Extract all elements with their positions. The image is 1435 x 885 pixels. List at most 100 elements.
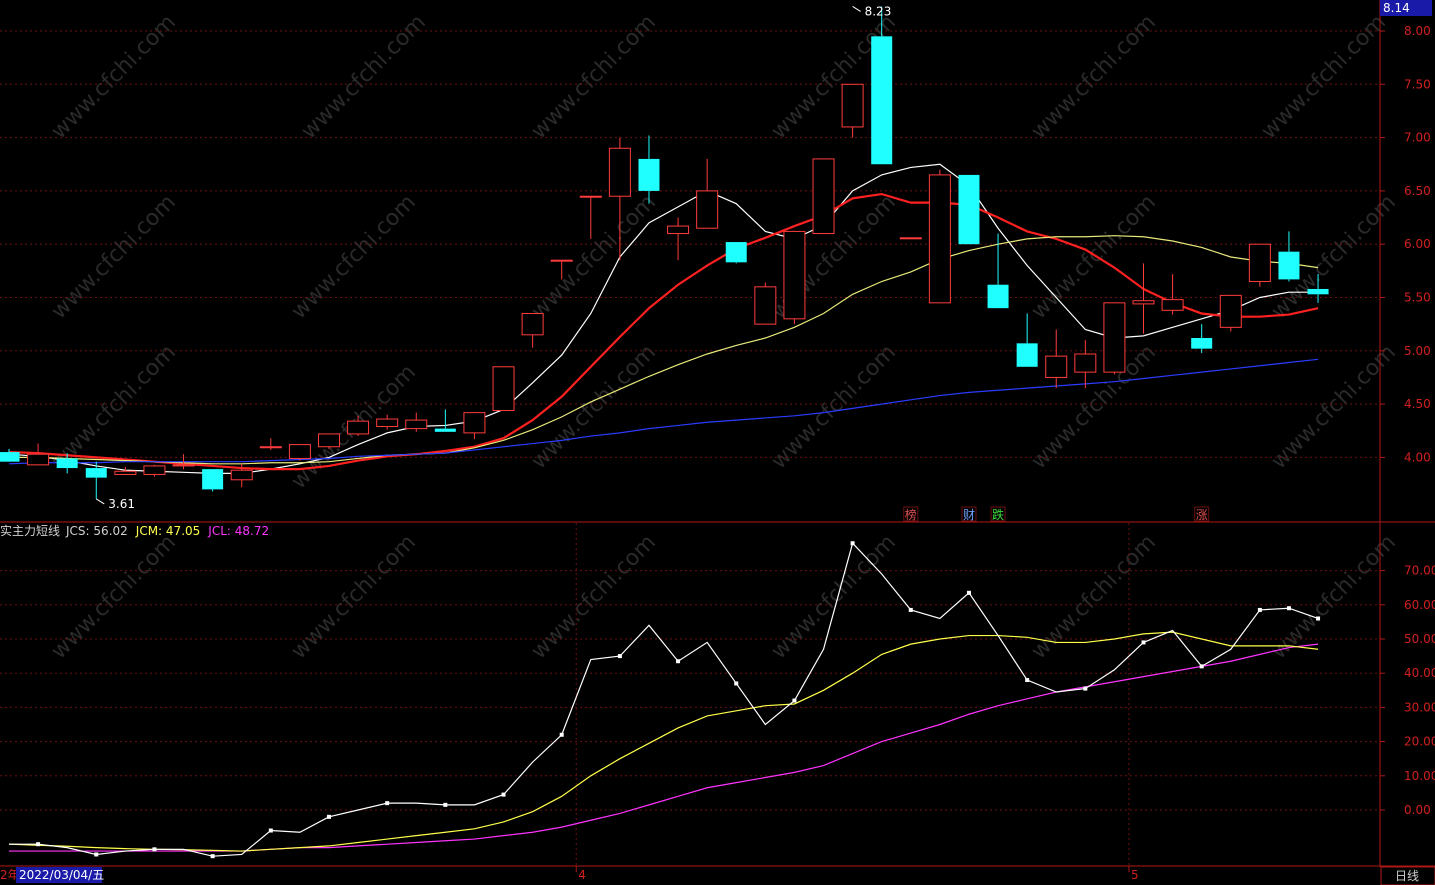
candle-body-down xyxy=(1307,288,1329,295)
indicator-lines xyxy=(8,541,1321,859)
indicator-point xyxy=(210,854,215,859)
indicator-point xyxy=(152,847,157,852)
indicator-axis-ticks: 70.00 60.00 50.00 40.00 30.00 20.00 10.00 0.00 xyxy=(1380,564,1435,817)
jcl-value: 48.72 xyxy=(235,524,269,538)
price-axis-label: 6.50 xyxy=(1404,184,1431,198)
indicator-title: 实主力短线 JCS: 56.02 JCM: 47.05 JCL: 48.72 xyxy=(0,523,269,538)
candle xyxy=(1191,324,1213,353)
jcs-value: 56.02 xyxy=(93,524,127,538)
candle-body-up xyxy=(1045,355,1068,378)
moving-average-line xyxy=(8,163,1319,474)
candle xyxy=(376,414,399,430)
indicator-point xyxy=(617,654,622,659)
indicator-point xyxy=(734,681,739,686)
price-axis-label: 5.50 xyxy=(1404,291,1431,305)
x-axis-left-stub: 2年 xyxy=(0,868,20,882)
candle xyxy=(405,412,428,432)
current-price-label: 8.14 xyxy=(1383,1,1410,15)
candle-body-down xyxy=(434,428,456,432)
period-button-label[interactable]: 日线 xyxy=(1395,869,1419,883)
indicator-point xyxy=(1199,664,1204,669)
candle-body-up xyxy=(928,174,951,304)
candle-body-up xyxy=(376,418,399,427)
extreme-price-annotation: 8.23 xyxy=(852,4,892,18)
candle xyxy=(696,158,719,229)
watermark-text: www.cfchi.com xyxy=(47,10,181,144)
moving-average-lines xyxy=(8,163,1319,474)
event-marker-box[interactable] xyxy=(1194,506,1210,522)
candle xyxy=(0,448,20,462)
candle xyxy=(1103,302,1126,375)
candle xyxy=(1307,274,1329,303)
candle-body-up xyxy=(521,312,544,336)
extreme-price-annotation: 3.61 xyxy=(96,497,135,511)
candle-body-down xyxy=(1278,251,1300,280)
candle xyxy=(638,135,660,204)
watermark-text: www.cfchi.com xyxy=(527,10,661,144)
watermark-text: www.cfchi.com xyxy=(527,190,661,324)
price-axis-label: 8.00 xyxy=(1404,24,1431,38)
candle-body-up xyxy=(783,230,806,320)
annotation-pointer xyxy=(852,6,861,12)
watermark-text: www.cfchi.com xyxy=(287,190,421,324)
candle-body-up xyxy=(405,419,428,430)
candle xyxy=(783,230,806,325)
event-marker[interactable]: 榜 xyxy=(903,506,919,522)
event-marker[interactable]: 涨 xyxy=(1194,506,1210,522)
indicator-point xyxy=(792,698,797,703)
watermark-text: www.cfchi.com xyxy=(47,190,181,324)
event-marker[interactable]: 跌 xyxy=(990,506,1006,522)
watermark-text: www.cfchi.com xyxy=(767,340,901,474)
current-price-tag: 8.14 xyxy=(1380,0,1432,16)
event-marker-box[interactable] xyxy=(903,506,919,522)
watermark-text: www.cfchi.com xyxy=(1257,10,1391,144)
candle xyxy=(1074,340,1097,389)
price-axis-label: 4.50 xyxy=(1404,397,1431,411)
candle xyxy=(1132,263,1155,334)
candle xyxy=(725,242,747,264)
event-marker-box[interactable] xyxy=(990,506,1006,522)
price-axis-label: 5.00 xyxy=(1404,344,1431,358)
indicator-point xyxy=(1025,678,1030,683)
event-markers[interactable]: 榜财跌涨 xyxy=(903,506,1210,522)
candle xyxy=(172,454,195,470)
moving-average-line xyxy=(8,192,1319,471)
candle xyxy=(1219,294,1242,332)
candle-body-down xyxy=(638,158,660,191)
candle-body-up xyxy=(317,433,340,448)
candle-body-up xyxy=(1248,243,1271,283)
event-marker-box[interactable] xyxy=(961,506,977,522)
indicator-point xyxy=(36,842,41,847)
indicator-axis-label: 40.00 xyxy=(1404,666,1435,680)
candle-body-up xyxy=(899,237,922,240)
candle-body-up xyxy=(463,412,486,434)
event-marker-label[interactable]: 榜 xyxy=(905,507,917,522)
watermark-text: www.cfchi.com xyxy=(1267,340,1401,474)
cursor-date-label: 2022/03/04/五 xyxy=(19,868,104,882)
candle xyxy=(871,6,893,165)
candle-body-down xyxy=(725,242,747,263)
candle xyxy=(463,412,486,440)
indicator-line xyxy=(8,631,1319,852)
indicator-axis-label: 60.00 xyxy=(1404,598,1435,612)
watermark-text: www.cfchi.com xyxy=(287,530,421,664)
event-marker-label[interactable]: 财 xyxy=(963,508,975,522)
annotation-label: 8.23 xyxy=(865,4,892,18)
watermark-text: www.cfchi.com xyxy=(1027,10,1161,144)
indicator-point xyxy=(1257,607,1262,612)
event-marker[interactable]: 财 xyxy=(961,506,977,522)
candle-body-down xyxy=(871,36,893,165)
candle xyxy=(841,83,864,138)
watermark-text: www.cfchi.com xyxy=(1027,530,1161,664)
candle-body-down xyxy=(202,469,224,490)
price-axis-label: 4.00 xyxy=(1404,450,1431,464)
event-marker-label[interactable]: 跌 xyxy=(992,507,1004,522)
event-marker-label[interactable]: 涨 xyxy=(1196,507,1208,522)
indicator-axis-label: 10.00 xyxy=(1404,769,1435,783)
candle-body-down xyxy=(987,284,1009,309)
indicator-point xyxy=(908,607,913,612)
period-button[interactable] xyxy=(1380,866,1435,885)
indicator-point xyxy=(1141,640,1146,645)
